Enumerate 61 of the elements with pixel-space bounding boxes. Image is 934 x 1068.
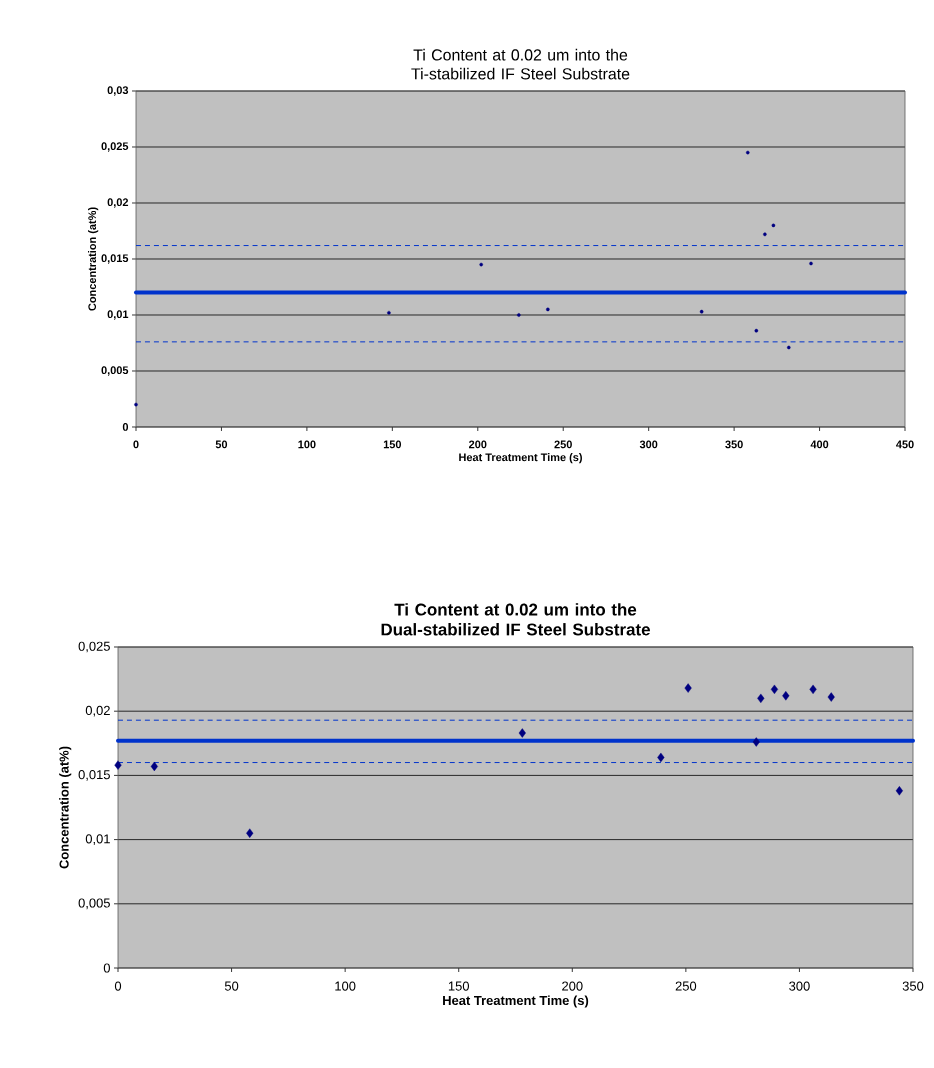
x-tick-label: 50 xyxy=(224,981,239,991)
y-tick-label: 0,02 xyxy=(107,198,129,208)
y-tick-label: 0,025 xyxy=(101,142,129,152)
y-tick-label: 0,005 xyxy=(78,898,110,910)
point xyxy=(754,328,759,333)
x-tick-label: 50 xyxy=(215,440,228,449)
x-tick-label: 0 xyxy=(133,440,139,449)
point xyxy=(134,402,138,407)
point xyxy=(684,683,692,693)
x-tick-label: 100 xyxy=(298,440,316,449)
y-axis-title: Concentration (at%) xyxy=(59,746,72,869)
x-tick-label: 200 xyxy=(562,981,583,991)
point xyxy=(757,693,765,704)
point xyxy=(782,691,790,701)
x-tick-label: 150 xyxy=(383,440,402,449)
x-tick-label: 300 xyxy=(789,981,810,991)
y-tick-label: 0,015 xyxy=(78,770,110,781)
y-tick-label: 0,005 xyxy=(101,366,129,376)
y-axis-title: Concentration (at%) xyxy=(88,207,99,311)
x-axis-title: Heat Treatment Time (s) xyxy=(459,453,582,464)
point xyxy=(150,761,158,772)
point xyxy=(745,150,750,155)
x-axis-title: Heat Treatment Time (s) xyxy=(443,995,589,1008)
x-tick-label: 300 xyxy=(639,440,658,449)
point xyxy=(546,307,550,312)
x-tick-label: 200 xyxy=(469,440,487,449)
y-tick-label: 0,025 xyxy=(78,641,110,653)
point xyxy=(895,786,903,796)
x-tick-label: 150 xyxy=(448,981,470,991)
y-tick-label: 0,01 xyxy=(107,310,129,320)
y-tick-label: 0,02 xyxy=(85,705,110,717)
point xyxy=(246,828,254,838)
x-tick-label: 400 xyxy=(810,440,829,449)
y-tick-label: 0,01 xyxy=(85,834,110,845)
point xyxy=(827,692,835,702)
point xyxy=(699,309,704,314)
point xyxy=(479,262,483,267)
point xyxy=(517,313,521,317)
x-tick-label: 350 xyxy=(725,440,743,449)
y-tick-label: 0,015 xyxy=(101,254,129,264)
x-tick-label: 250 xyxy=(554,440,572,449)
point xyxy=(752,737,760,747)
x-tick-label: 450 xyxy=(896,440,914,449)
x-tick-label: 100 xyxy=(335,981,356,991)
y-tick-label: 0,03 xyxy=(107,86,129,96)
x-tick-label: 350 xyxy=(902,981,924,991)
chart-title: Ti Content at 0.02 um into the Ti-stabilized IF Steel Substrate xyxy=(411,48,630,80)
x-tick-label: 250 xyxy=(675,981,697,991)
point xyxy=(809,261,813,266)
point xyxy=(114,760,122,770)
chart-title: Ti Content at 0.02 um into the Dual-stabilized IF Steel Substrate xyxy=(381,603,650,636)
point xyxy=(763,232,767,237)
point xyxy=(770,684,779,695)
point xyxy=(771,223,776,228)
point xyxy=(809,684,817,695)
point xyxy=(518,728,526,738)
y-tick-label: 0 xyxy=(122,423,129,431)
point xyxy=(387,310,391,315)
y-tick-label: 0 xyxy=(103,963,110,973)
point xyxy=(657,752,665,763)
point xyxy=(787,345,791,350)
